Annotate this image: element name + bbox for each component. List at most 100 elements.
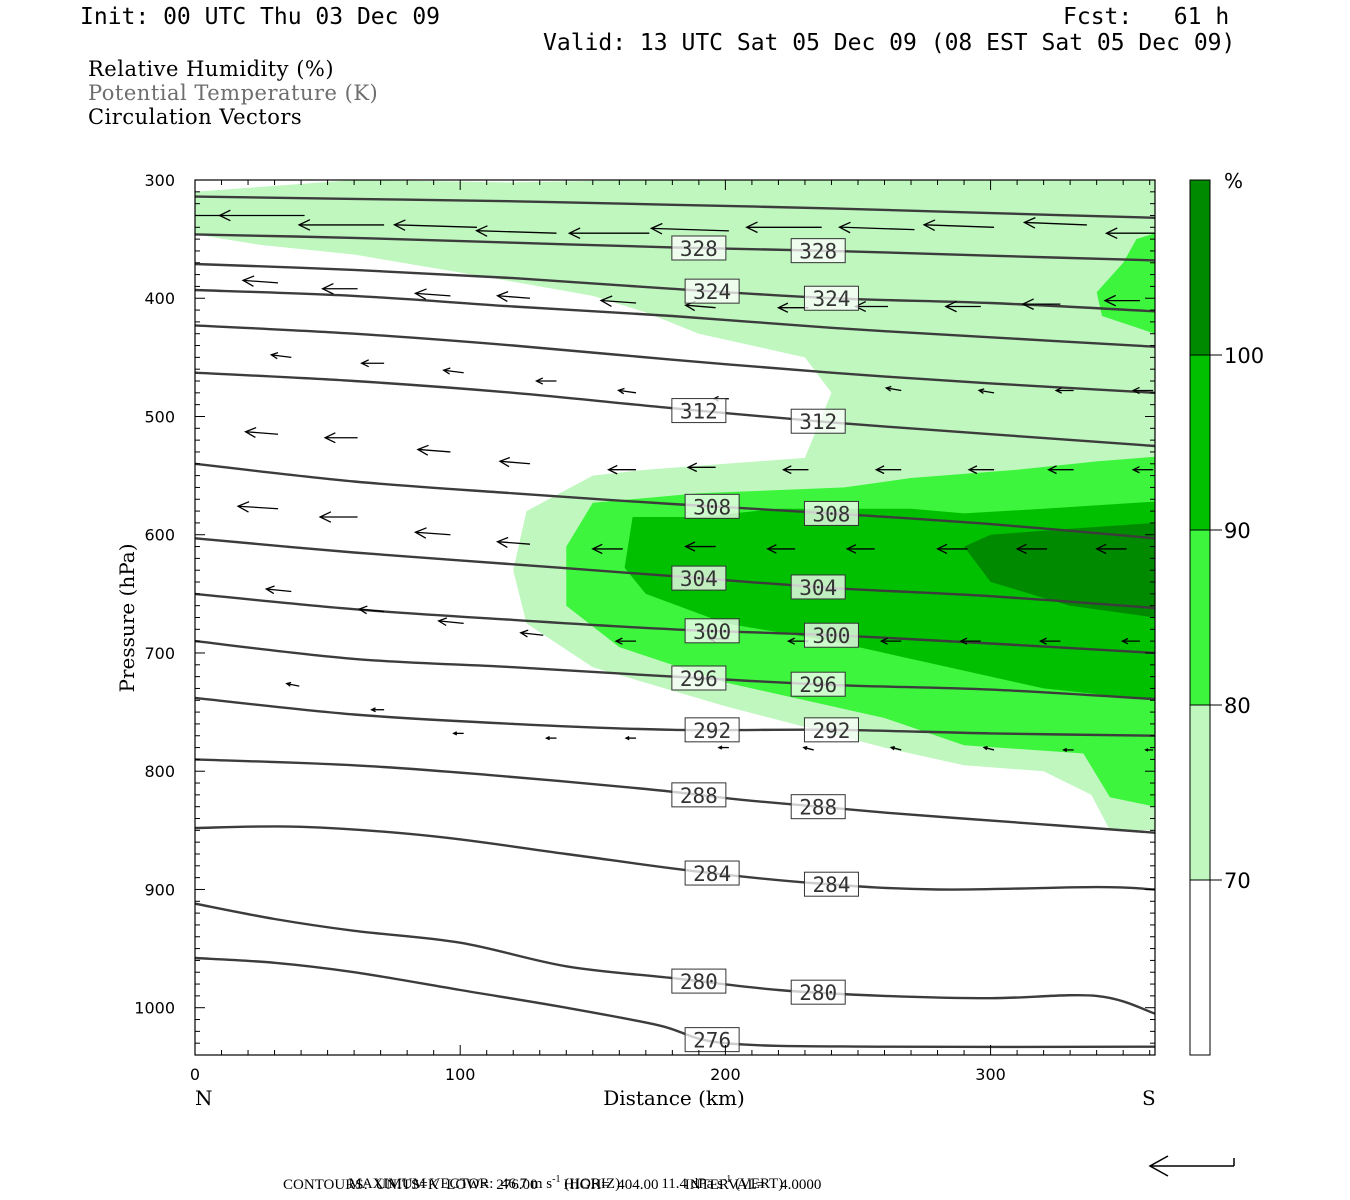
svg-text:324: 324 [693,280,731,304]
circulation-vector [686,462,716,473]
svg-text:288: 288 [799,796,837,820]
circulation-vector [241,275,279,287]
theta-label-280: 280 [790,979,846,1005]
svg-text:288: 288 [680,784,718,808]
circulation-vector [218,209,305,222]
svg-text:312: 312 [680,400,718,424]
circulation-vector [498,456,531,468]
circulation-vector [264,585,292,595]
circulation-vector [321,282,358,295]
circulation-vector [416,444,451,456]
svg-text:276: 276 [693,1029,731,1053]
theta-label-328: 328 [671,235,727,261]
circulation-vector [977,388,995,394]
svg-text:304: 304 [799,576,837,600]
theta-label-300: 300 [684,618,740,644]
circulation-vector [452,731,464,736]
theta-label-308: 308 [684,493,740,519]
theta-label-280: 280 [671,968,727,994]
circulation-vector [936,543,968,555]
circulation-vector [442,367,464,375]
svg-text:284: 284 [693,862,731,886]
max-horiz-value: 46.7 m s [500,1176,553,1192]
circulation-vector [591,543,623,555]
init-time: Init: 00 UTC Thu 03 Dec 09 [80,4,441,30]
svg-text:300: 300 [812,624,850,648]
theta-line-320 [195,288,1155,348]
y-tick-label: 600 [144,526,175,545]
circulation-vector [567,227,650,240]
y-tick-label: 800 [144,762,175,781]
colorbar-unit: % [1224,169,1243,193]
theta-label-284: 284 [803,871,859,897]
circulation-vector [982,746,995,751]
legend-relative-humidity: Relative Humidity (%) [88,57,335,81]
y-tick-label: 500 [144,407,175,426]
circulation-vector [1021,298,1061,310]
colorbar-label: 80 [1224,694,1251,718]
rh-region-100 [964,522,1155,618]
circulation-vector [922,219,995,231]
svg-text:328: 328 [799,240,837,264]
circulation-vector [1054,387,1074,394]
theta-line-280 [195,902,1155,1015]
theta-label-288: 288 [790,794,846,820]
theta-label-312: 312 [671,398,727,424]
circulation-vector [370,707,385,713]
x-tick-label: 300 [975,1065,1006,1084]
circulation-vector [1120,637,1140,645]
circulation-vector [599,295,637,308]
circulation-vector [1095,543,1127,555]
circulation-vector [879,637,902,645]
circulation-vector [614,637,637,645]
theta-label-300: 300 [803,622,859,648]
svg-text:324: 324 [812,287,850,311]
circulation-vector [1131,386,1154,395]
circulation-vector [874,465,902,475]
circulation-vector [195,214,225,217]
circulation-vector [684,541,716,552]
x-axis-label: Distance (km) [603,1086,745,1110]
svg-text:328: 328 [680,237,718,261]
circulation-vector [1131,466,1154,474]
vert-exponent: -1 [722,1174,732,1185]
circulation-vector [649,222,729,235]
svg-text:296: 296 [680,667,718,691]
x-tick-label: 100 [445,1065,476,1084]
colorbar-label: 70 [1224,869,1251,893]
theta-line-332 [195,195,1155,219]
forecast-hour: Fcst: 61 h [1063,4,1230,30]
theta-label-284: 284 [684,860,740,886]
theta-line-292 [195,696,1155,737]
contour-info-text: CONTOURS: UNITS=K LOW= 276.00 HIGH= 404.… [283,1177,822,1193]
theta-line-276 [195,956,1155,1049]
max-vector-label: MAXIMUM VECTOR: [348,1176,494,1192]
circulation-vector [1038,637,1061,645]
circulation-vector [437,617,464,627]
svg-text:292: 292 [812,719,850,743]
x-end-north: N [195,1086,213,1110]
circulation-vector [269,351,292,360]
colorbar-segment [1189,529,1211,706]
x-tick-label: 200 [710,1065,741,1084]
svg-text:280: 280 [799,981,837,1005]
circulation-vector [717,745,729,750]
circulation-vector [413,288,451,300]
circulation-vector [1103,294,1140,307]
circulation-vector [959,637,981,645]
circulation-vector [1062,747,1074,753]
svg-text:292: 292 [693,719,731,743]
circulation-vector [413,527,451,539]
circulation-vector [967,465,995,475]
legend-circulation-vectors: Circulation Vectors [88,105,303,129]
circulation-vector [323,432,358,444]
theta-line-324 [195,262,1155,313]
circulation-vector [607,464,637,475]
svg-text:284: 284 [812,873,850,897]
circulation-vector [884,385,902,392]
theta-label-276: 276 [684,1027,740,1053]
svg-text:300: 300 [693,620,731,644]
circulation-vector [495,536,531,548]
theta-label-288: 288 [671,782,727,808]
y-tick-label: 300 [144,171,175,190]
